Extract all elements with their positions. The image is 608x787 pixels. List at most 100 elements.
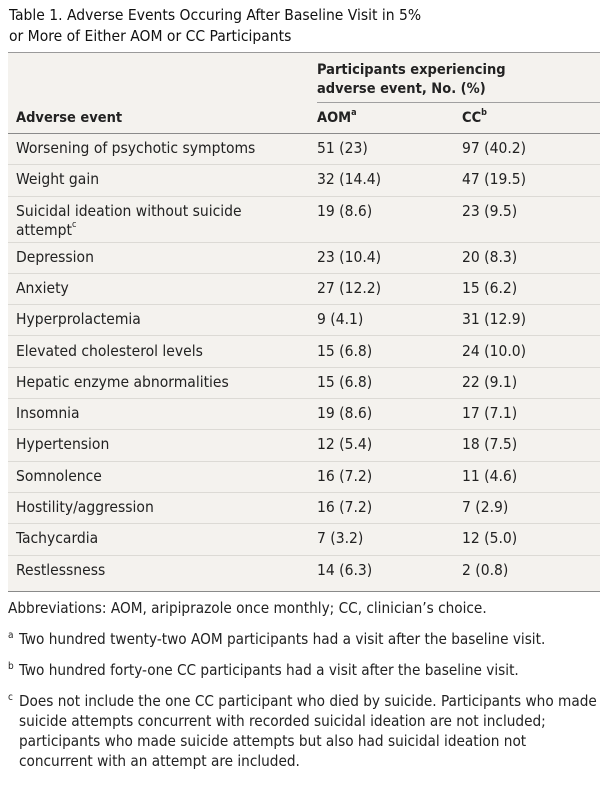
row-separator	[8, 398, 600, 400]
cell-cc-value: 22 (9.1)	[462, 372, 518, 391]
cell-cc-value: 2 (0.8)	[462, 560, 509, 579]
footnote-ref-c: c	[71, 220, 77, 231]
table-title-line-2: or More of Either AOM or CC Participants	[9, 27, 292, 45]
cell-adverse-event: Hepatic enzyme abnormalities	[16, 372, 229, 391]
table-row: Somnolence 16 (7.2) 11 (4.6)	[8, 462, 600, 493]
table-row: Tachycardia 7 (3.2) 12 (5.0)	[8, 524, 600, 556]
footnote-c-mark: c	[8, 692, 13, 703]
table-row: Hyperprolactemia 9 (4.1) 31 (12.9)	[8, 305, 600, 337]
cell-adverse-event: Anxiety	[16, 278, 69, 297]
footnote-b: b Two hundred forty-one CC participants h…	[8, 660, 604, 680]
table-title: Table 1. Adverse Events Occuring After B…	[9, 5, 601, 47]
row-separator	[8, 195, 600, 197]
table-row: Insomnia 19 (8.6) 17 (7.1)	[8, 399, 600, 431]
row-separator	[8, 554, 600, 556]
cell-adverse-event: Hostility/aggression	[16, 498, 154, 516]
footnote-b-mark: b	[8, 661, 14, 672]
cell-adverse-event: Worsening of psychotic symptoms	[16, 139, 256, 157]
column-group-header-line-1: Participants experiencing	[317, 62, 506, 78]
cell-aom-value: 7 (3.2)	[317, 529, 364, 548]
cell-adverse-event: Elevated cholesterol levels	[16, 341, 203, 360]
row-separator	[8, 491, 600, 493]
table-bottom-rule	[8, 591, 600, 592]
table-row: Worsening of psychotic symptoms 51 (23) 97…	[8, 134, 600, 166]
cell-cc-value: 97 (40.2)	[462, 139, 527, 157]
row-separator	[8, 366, 600, 368]
cell-aom-value: 51 (23)	[317, 139, 368, 157]
cell-adverse-event: Insomnia	[16, 404, 80, 423]
cell-cc-value: 18 (7.5)	[462, 435, 518, 454]
row-separator	[8, 272, 600, 274]
column-header-aom: AOMa	[317, 108, 357, 126]
column-group-rule	[317, 102, 600, 103]
footnote-abbreviations: Abbreviations: AOM, aripiprazole once mo…	[8, 599, 487, 617]
cell-adverse-event: Depression	[16, 247, 94, 266]
row-separator	[8, 241, 600, 243]
cell-adverse-event-line-2-text: attempt	[16, 220, 72, 239]
cell-aom-value: 14 (6.3)	[317, 560, 373, 579]
header-bottom-rule	[8, 133, 600, 134]
cell-aom-value: 16 (7.2)	[317, 466, 373, 485]
cell-aom-value: 19 (8.6)	[317, 201, 373, 220]
footnote-a-text: Two hundred twenty-two AOM participants …	[19, 630, 546, 648]
cell-adverse-event: Hypertension	[16, 435, 110, 454]
table-row: Hostility/aggression 16 (7.2) 7 (2.9)	[8, 493, 600, 525]
cell-aom-value: 12 (5.4)	[317, 435, 373, 454]
cell-adverse-event: Tachycardia	[16, 529, 99, 548]
table-row: Elevated cholesterol levels 15 (6.8) 24 (1…	[8, 337, 600, 368]
cell-aom-value: 23 (10.4)	[317, 247, 382, 266]
row-separator	[8, 523, 600, 525]
cell-cc-value: 17 (7.1)	[462, 404, 518, 423]
column-header-cc: CCb	[462, 108, 487, 126]
cell-adverse-event: Restlessness	[16, 560, 106, 579]
cell-aom-value: 15 (6.8)	[317, 372, 373, 391]
table-top-rule	[8, 52, 600, 53]
row-separator	[8, 335, 600, 337]
column-header-cc-label: CC	[462, 110, 482, 126]
cell-aom-value: 32 (14.4)	[317, 170, 382, 189]
column-group-header: Participants experiencing adverse event,…	[317, 61, 597, 99]
footnote-c: c Does not include the one CC participant…	[8, 691, 604, 771]
footnote-ref-b: b	[481, 108, 487, 119]
cell-cc-value: 24 (10.0)	[462, 341, 527, 360]
cell-adverse-event: Weight gain	[16, 170, 100, 189]
table-row: Restlessness 14 (6.3) 2 (0.8)	[8, 556, 600, 587]
cell-aom-value: 27 (12.2)	[317, 278, 382, 297]
column-group-header-line-2: adverse event, No. (%)	[317, 81, 486, 97]
table-row: Suicidal ideation without suicide attempt…	[8, 197, 600, 243]
cell-cc-value: 7 (2.9)	[462, 498, 509, 516]
column-header-adverse-event: Adverse event	[16, 110, 123, 126]
row-separator	[8, 304, 600, 306]
table-title-line-1: Table 1. Adverse Events Occuring After B…	[9, 6, 422, 24]
row-separator	[8, 429, 600, 431]
cell-aom-value: 16 (7.2)	[317, 498, 373, 516]
cell-cc-value: 47 (19.5)	[462, 170, 527, 189]
cell-cc-value: 15 (6.2)	[462, 278, 518, 297]
footnote-b-text: Two hundred forty-one CC participants ha…	[19, 661, 519, 679]
row-separator	[8, 460, 600, 462]
cell-adverse-event-line-2: attemptc	[16, 221, 306, 240]
cell-aom-value: 19 (8.6)	[317, 404, 373, 423]
footnote-a: a Two hundred twenty-two AOM participants…	[8, 629, 604, 649]
cell-adverse-event: Hyperprolactemia	[16, 310, 141, 329]
cell-cc-value: 31 (12.9)	[462, 310, 527, 329]
table-row: Anxiety 27 (12.2) 15 (6.2)	[8, 274, 600, 306]
cell-adverse-event: Somnolence	[16, 466, 102, 485]
column-header-aom-label: AOM	[317, 110, 352, 126]
footnote-c-text: Does not include the one CC participant …	[19, 692, 597, 770]
cell-aom-value: 9 (4.1)	[317, 310, 364, 329]
table-row: Hepatic enzyme abnormalities 15 (6.8) 22 (…	[8, 368, 600, 400]
cell-cc-value: 12 (5.0)	[462, 529, 518, 548]
cell-aom-value: 15 (6.8)	[317, 341, 373, 360]
adverse-events-table: Participants experiencing adverse event,…	[8, 52, 600, 592]
cell-cc-value: 20 (8.3)	[462, 247, 518, 266]
cell-adverse-event: Suicidal ideation without suicide attempt…	[16, 202, 306, 240]
cell-adverse-event-line-1: Suicidal ideation without suicide	[16, 201, 242, 220]
table-row: Hypertension 12 (5.4) 18 (7.5)	[8, 430, 600, 462]
row-separator	[8, 164, 600, 166]
footnote-ref-a: a	[351, 108, 357, 119]
cell-cc-value: 23 (9.5)	[462, 201, 518, 220]
table-footnotes: Abbreviations: AOM, aripiprazole once mo…	[8, 598, 604, 782]
table-row: Depression 23 (10.4) 20 (8.3)	[8, 243, 600, 274]
table-row: Weight gain 32 (14.4) 47 (19.5)	[8, 165, 600, 197]
